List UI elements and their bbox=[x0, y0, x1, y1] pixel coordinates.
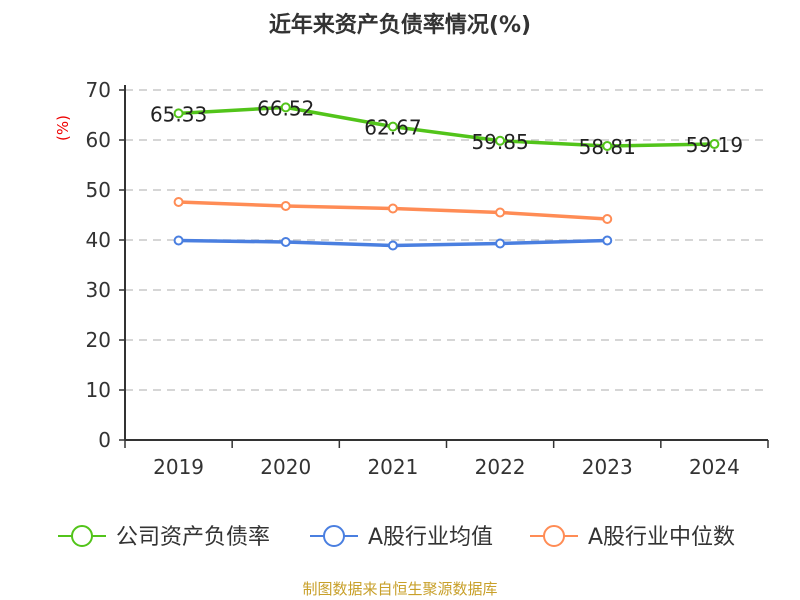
data-point[interactable] bbox=[173, 197, 184, 207]
data-point[interactable] bbox=[602, 235, 613, 246]
legend-label[interactable]: A股行业中位数 bbox=[588, 525, 735, 550]
data-point[interactable] bbox=[387, 121, 398, 132]
data-label: 65.33 bbox=[150, 102, 207, 126]
data-point[interactable] bbox=[602, 140, 613, 151]
y-tick-label: 20 bbox=[86, 328, 111, 352]
data-point[interactable] bbox=[173, 235, 184, 246]
y-axis-label: (%) bbox=[54, 115, 72, 141]
data-label: 66.52 bbox=[257, 96, 314, 120]
data-label: 59.19 bbox=[686, 133, 743, 157]
x-tick-label: 2019 bbox=[153, 455, 204, 479]
x-tick-label: 2022 bbox=[475, 455, 526, 479]
x-tick-label: 2021 bbox=[367, 455, 418, 479]
y-tick-label: 10 bbox=[86, 378, 111, 402]
legend-label[interactable]: 公司资产负债率 bbox=[116, 525, 270, 550]
y-tick-label: 40 bbox=[86, 228, 111, 252]
data-point[interactable] bbox=[387, 203, 398, 214]
data-point[interactable] bbox=[280, 102, 291, 113]
legend-marker-icon[interactable] bbox=[543, 525, 565, 547]
data-point[interactable] bbox=[280, 201, 291, 211]
source-note: 制图数据来自恒生聚源数据库 bbox=[302, 580, 497, 598]
data-label: 59.85 bbox=[471, 130, 528, 154]
x-tick-label: 2024 bbox=[689, 455, 740, 479]
y-tick-label: 0 bbox=[98, 428, 111, 452]
y-tick-label: 70 bbox=[86, 78, 111, 102]
data-point[interactable] bbox=[280, 237, 291, 247]
legend-marker-icon[interactable] bbox=[323, 525, 345, 547]
y-tick-label: 60 bbox=[86, 128, 111, 152]
data-label: 62.67 bbox=[364, 116, 421, 140]
data-label: 58.81 bbox=[579, 135, 636, 159]
legend-marker-icon[interactable] bbox=[71, 525, 93, 547]
legend-label[interactable]: A股行业均值 bbox=[368, 525, 493, 550]
data-point[interactable] bbox=[495, 135, 506, 146]
data-point[interactable] bbox=[495, 238, 506, 249]
data-point[interactable] bbox=[173, 108, 184, 119]
data-point[interactable] bbox=[495, 207, 506, 218]
y-tick-label: 50 bbox=[86, 178, 111, 202]
x-tick-label: 2020 bbox=[260, 455, 311, 479]
data-point[interactable] bbox=[602, 214, 613, 224]
chart-title: 近年来资产负债率情况(%) bbox=[269, 12, 531, 38]
series-line bbox=[178, 105, 715, 148]
y-tick-label: 30 bbox=[86, 278, 111, 302]
x-tick-label: 2023 bbox=[582, 455, 633, 479]
data-point[interactable] bbox=[709, 139, 720, 150]
data-point[interactable] bbox=[387, 240, 398, 251]
